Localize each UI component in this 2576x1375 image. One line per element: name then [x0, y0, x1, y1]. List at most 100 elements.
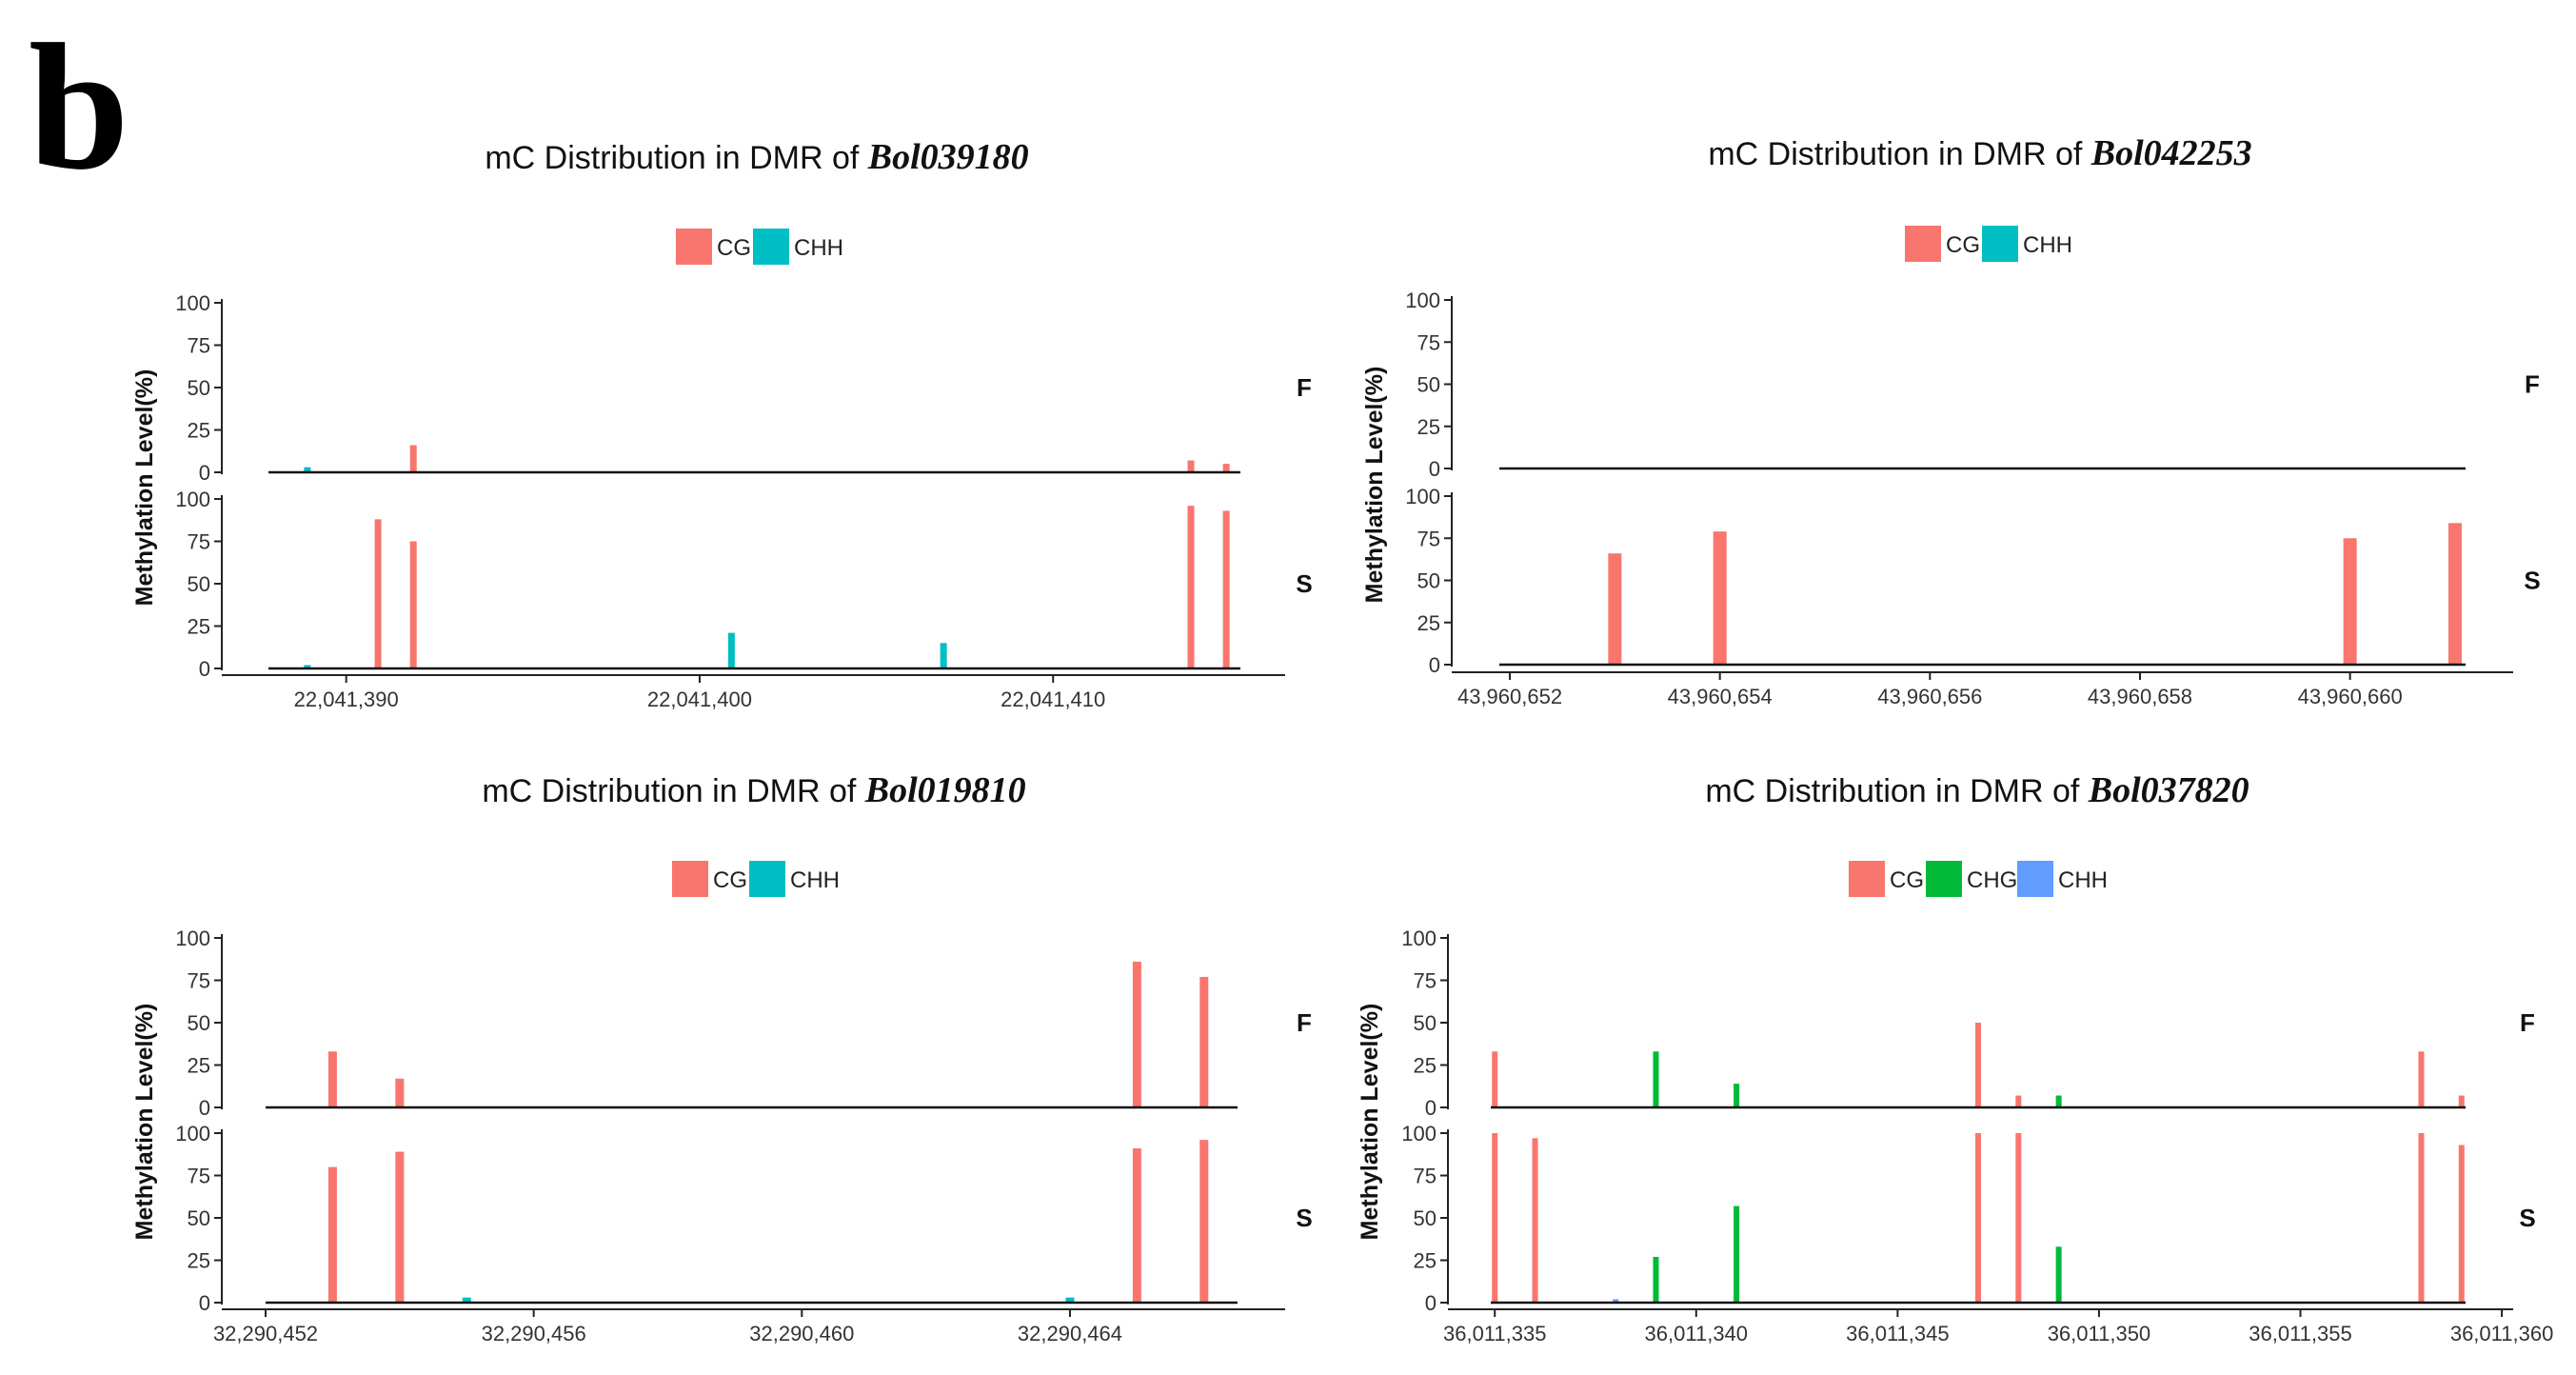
bar-CG — [1132, 1148, 1141, 1303]
y-tick-label: 50 — [1414, 1206, 1437, 1230]
facet-S: 100 75 50 25 0 S — [1401, 1122, 2535, 1315]
legend-swatch-CG — [672, 861, 708, 897]
legend-label-CG: CG — [717, 235, 751, 261]
x-tick-label: 22,041,410 — [1001, 688, 1105, 711]
legend-swatch-CG — [676, 229, 712, 265]
bar-CG — [1199, 976, 1209, 1107]
bar-CG — [2418, 1051, 2425, 1107]
bar-CG — [1713, 531, 1727, 665]
y-tick-label: 100 — [1401, 1122, 1437, 1146]
bar-CHH — [304, 467, 311, 472]
facet-strip-label: S — [1296, 569, 1312, 598]
legend-label-CG: CG — [1946, 232, 1980, 258]
bar-CG — [327, 1051, 337, 1107]
y-tick-label: 25 — [1417, 611, 1440, 635]
bar-CG — [1222, 464, 1230, 472]
chart-title: mC Distribution in DMR of Bol042253 — [1708, 133, 2251, 173]
y-tick-label: 0 — [199, 461, 210, 485]
y-tick-label: 75 — [1417, 527, 1440, 550]
y-tick-label: 75 — [188, 334, 210, 358]
x-tick-label: 36,011,350 — [2048, 1322, 2150, 1345]
facet-S: 100 75 50 25 0 S — [1405, 485, 2540, 677]
x-tick-label: 22,041,400 — [647, 688, 752, 711]
bar-CG — [409, 445, 417, 472]
chart-title-gene: Bol042253 — [2091, 133, 2252, 173]
y-tick-label: 75 — [188, 1165, 210, 1188]
x-tick-label: 36,011,335 — [1443, 1322, 1546, 1345]
y-axis-label: Methylation Level(%) — [1357, 1004, 1383, 1241]
facet-strip-label: F — [2525, 370, 2540, 399]
chart-title-prefix: mC Distribution in DMR of — [485, 140, 867, 176]
legend-label-CHG: CHG — [1967, 867, 2017, 893]
legend-swatch-CHH — [749, 861, 785, 897]
y-tick-label: 75 — [188, 530, 210, 554]
y-axis-label: Methylation Level(%) — [1361, 367, 1388, 604]
chart-title: mC Distribution in DMR of Bol037820 — [1705, 770, 2249, 810]
chart-title: mC Distribution in DMR of Bol019810 — [482, 770, 1025, 810]
x-tick-label: 43,960,656 — [1877, 685, 1982, 708]
bar-CG — [1187, 506, 1195, 668]
chart-title-gene: Bol037820 — [2088, 770, 2249, 810]
x-tick-label: 22,041,390 — [294, 688, 399, 711]
chart-Bol042253: mC Distribution in DMR of Bol042253 CG CHH… — [1361, 133, 2541, 708]
y-tick-label: 50 — [188, 1206, 210, 1230]
y-tick-label: 75 — [1414, 1165, 1437, 1188]
y-tick-label: 75 — [1417, 330, 1440, 354]
facet-F: 100 75 50 25 0 F — [1401, 927, 2535, 1120]
bar-CG — [1975, 1023, 1981, 1107]
legend-label-CHH: CHH — [2023, 232, 2072, 258]
facet-F: 100 75 50 25 0 F — [175, 927, 1312, 1120]
legend-label-CHH: CHH — [794, 235, 843, 261]
bar-CG — [2447, 523, 2462, 665]
y-axis-label: Methylation Level(%) — [131, 369, 158, 607]
bar-CHH — [1065, 1297, 1075, 1303]
legend-swatch-CHH — [2017, 861, 2053, 897]
y-tick-label: 25 — [188, 419, 210, 443]
x-tick-label: 36,011,360 — [2450, 1322, 2553, 1345]
bar-CG — [409, 541, 417, 668]
y-tick-label: 100 — [1405, 485, 1440, 508]
y-tick-label: 25 — [1414, 1054, 1437, 1078]
facet-F: 100 75 50 25 0 F — [175, 291, 1312, 485]
bar-CHH — [462, 1297, 471, 1303]
x-tick-label: 43,960,658 — [2088, 685, 2192, 708]
panel-label: b — [29, 8, 129, 208]
legend-swatch-CHG — [1926, 861, 1962, 897]
facet-strip-label: S — [2519, 1204, 2535, 1232]
bar-CG — [395, 1151, 405, 1303]
y-tick-label: 50 — [188, 1011, 210, 1035]
chart-title-prefix: mC Distribution in DMR of — [1708, 136, 2091, 172]
legend-label-CG: CG — [713, 867, 747, 893]
y-tick-label: 0 — [1429, 653, 1440, 677]
bar-CHG — [2055, 1246, 2062, 1303]
y-tick-label: 0 — [1429, 457, 1440, 481]
bar-CHH — [304, 665, 311, 668]
bar-CHH — [940, 643, 947, 668]
bar-CG — [1492, 1051, 1498, 1107]
facet-strip-label: F — [1297, 373, 1312, 402]
y-tick-label: 25 — [1417, 415, 1440, 439]
x-tick-label: 36,011,345 — [1846, 1322, 1949, 1345]
chart-Bol019810: mC Distribution in DMR of Bol019810 CG CHH… — [131, 770, 1313, 1345]
y-tick-label: 25 — [188, 615, 210, 639]
facet-strip-label: F — [2520, 1008, 2535, 1037]
y-tick-label: 50 — [188, 572, 210, 596]
bar-CHG — [1653, 1051, 1659, 1107]
bar-CHG — [1734, 1206, 1740, 1303]
y-axis-label: Methylation Level(%) — [131, 1004, 158, 1241]
chart-title-prefix: mC Distribution in DMR of — [482, 773, 864, 809]
y-tick-label: 100 — [175, 1122, 210, 1146]
y-tick-label: 50 — [188, 376, 210, 400]
bar-CHH — [1613, 1299, 1619, 1303]
bar-CG — [1222, 510, 1230, 668]
x-tick-label: 32,290,456 — [482, 1322, 586, 1345]
facet-strip-label: F — [1297, 1008, 1312, 1037]
facet-strip-label: S — [2524, 567, 2540, 595]
y-tick-label: 0 — [199, 1096, 210, 1120]
chart-title: mC Distribution in DMR of Bol039180 — [485, 137, 1028, 177]
bar-CG — [2015, 1095, 2022, 1107]
y-tick-label: 0 — [1425, 1096, 1437, 1120]
legend-swatch-CHH — [753, 229, 789, 265]
chart-title-gene: Bol019810 — [864, 770, 1026, 810]
